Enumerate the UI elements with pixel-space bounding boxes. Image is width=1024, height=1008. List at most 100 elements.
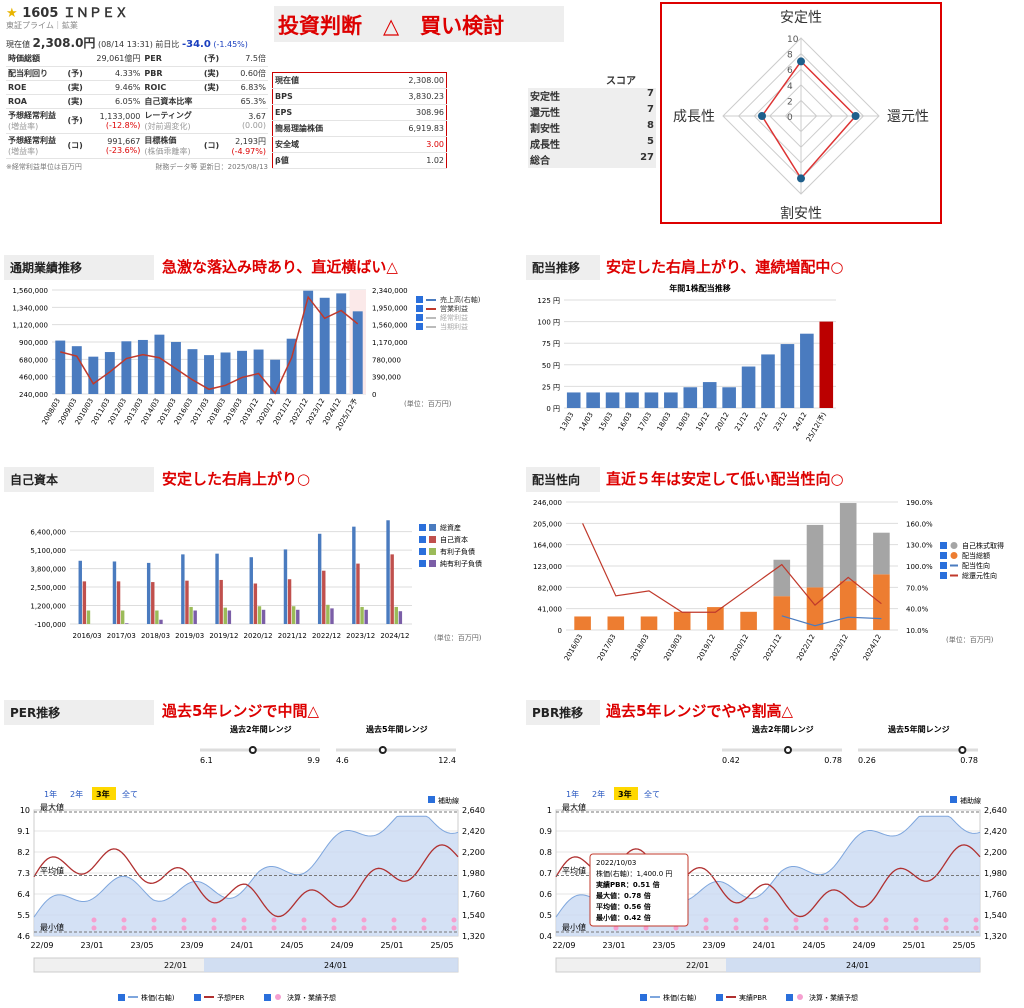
legend-swatch — [429, 536, 436, 543]
legend-checkbox — [416, 314, 423, 321]
metric-row: 予想経常利益 (増益率) (予) 1,133,000 (-12.8%) レーティング (対前… — [6, 108, 268, 134]
y2-tick: 2,640 — [984, 806, 1007, 815]
dividend-chart: 年間1株配当推移 125 円 100 円 75 円 50 円 25 円 0 円13/03 14… — [537, 283, 836, 442]
earnings-marker — [733, 925, 739, 931]
period-tab[interactable]: 1年 — [44, 789, 57, 799]
aux-checkbox[interactable] — [428, 796, 435, 803]
equity-bar — [261, 609, 266, 624]
dividend-total-bar — [574, 616, 591, 630]
performance-chart: 1,560,000 1,340,000 1,120,000 900,000 680,00… — [12, 287, 480, 432]
y2-tick: 1,540 — [462, 911, 485, 920]
equity-bar — [227, 610, 232, 624]
period-tab[interactable]: 3年 — [618, 789, 632, 799]
chart-title: 年間1株配当推移 — [669, 283, 731, 293]
valuation-value: 6,919.83 — [371, 120, 447, 137]
y-tick: 100 円 — [537, 319, 560, 327]
range-min: 0.26 — [858, 756, 876, 765]
dividend-bar — [780, 344, 795, 408]
metric-value: 1,133,000 (-12.8%) — [87, 108, 143, 134]
legend-checkbox[interactable] — [716, 994, 723, 1001]
y-tick: 50 円 — [542, 362, 560, 370]
unit-label: (単位：百万円) — [404, 399, 452, 408]
radar-point — [797, 174, 805, 183]
equity-bar — [253, 583, 258, 624]
y2-tick: 1,760 — [462, 890, 485, 899]
pbr-chart: 過去2年間レンジ 0.42 0.78 過去5年間レンジ 0.26 0.78 1年 2年 3年 全て… — [539, 724, 1007, 1002]
x-tick: 22/09 — [552, 941, 575, 950]
navigator-window[interactable] — [726, 958, 980, 972]
equity-bar — [296, 609, 300, 624]
metric-value: 29,061億円 — [87, 52, 143, 67]
revenue-bar — [204, 355, 214, 394]
range-label: 過去5年間レンジ — [365, 724, 428, 734]
x-tick: 2021/12 — [762, 633, 783, 662]
period-tab[interactable]: 3年 — [96, 789, 110, 799]
x-tick: 16/03 — [617, 411, 634, 432]
equity-bar — [249, 557, 253, 624]
legend-checkbox[interactable] — [264, 994, 271, 1001]
earnings-marker — [823, 925, 829, 931]
earnings-marker — [181, 925, 187, 931]
legend-checkbox — [419, 524, 426, 531]
x-tick: 25/05 — [952, 941, 975, 950]
period-tab[interactable]: 2年 — [592, 789, 605, 799]
metric-label: レーティング (対前週変化) — [142, 108, 202, 134]
legend-checkbox[interactable] — [640, 994, 647, 1001]
revenue-bar — [336, 293, 347, 394]
equity-bar — [82, 581, 87, 624]
x-tick: 2023/12 — [828, 633, 849, 662]
period-tab[interactable]: 全て — [122, 789, 138, 799]
y-tick: 5.5 — [17, 911, 30, 920]
metric-label: 自己資本比率 — [142, 94, 202, 109]
payout-section-title: 配当性向 — [526, 467, 600, 492]
y2-tick: 390,000 — [372, 374, 401, 382]
y2-tick: 70.0% — [906, 584, 929, 592]
y-tick: 4.6 — [17, 932, 30, 941]
aux-checkbox[interactable] — [950, 796, 957, 803]
dividend-bar — [664, 392, 678, 408]
pbr-section-title: PBR推移 — [526, 700, 600, 725]
earnings-marker — [301, 917, 307, 923]
x-tick: 2019/03 — [175, 632, 204, 640]
range-max: 0.78 — [960, 756, 978, 765]
metric-tag: (コ) — [65, 133, 88, 159]
legend-checkbox[interactable] — [194, 994, 201, 1001]
period-tab[interactable]: 1年 — [566, 789, 579, 799]
score-label: 安定性 — [530, 92, 560, 103]
dividend-bar — [722, 387, 736, 408]
y2-tick: 1,560,000 — [372, 322, 408, 330]
y-tick: 123,000 — [533, 563, 562, 571]
earnings-marker — [241, 925, 247, 931]
x-tick: 2018/03 — [141, 632, 170, 640]
legend-checkbox[interactable] — [786, 994, 793, 1001]
equity-bar — [78, 560, 82, 624]
score-label: 還元性 — [530, 108, 560, 119]
legend-checkbox[interactable] — [118, 994, 125, 1001]
legend-label: 株価(右軸) — [141, 993, 175, 1002]
equity-bar — [394, 606, 398, 624]
earnings-marker — [241, 917, 247, 923]
legend-label: 総還元性向 — [962, 571, 997, 580]
favorite-star-icon[interactable]: ★ — [6, 6, 18, 21]
y-tick: 7.3 — [17, 869, 30, 878]
revenue-bar — [71, 346, 82, 394]
y-tick: 0.4 — [539, 932, 552, 941]
valuation-value: 308.96 — [371, 104, 447, 121]
score-value: 7 — [647, 88, 654, 99]
valuation-row: EPS 308.96 — [272, 104, 447, 121]
metric-value: 65.3% — [223, 94, 268, 109]
price-date: (08/14 13:31) — [97, 40, 153, 49]
valuation-row: BPS 3,830.23 — [272, 88, 447, 105]
y2-tick: 2,640 — [462, 806, 485, 815]
x-tick: 23/09 — [180, 941, 203, 950]
period-tab[interactable]: 2年 — [70, 789, 83, 799]
navigator-window[interactable] — [204, 958, 458, 972]
revenue-bar — [220, 352, 231, 394]
period-tab[interactable]: 全て — [644, 789, 660, 799]
earnings-marker — [391, 917, 397, 923]
legend-checkbox — [416, 296, 423, 303]
per-comment: 過去5年レンジで中間△ — [162, 702, 319, 720]
x-tick: 24/01 — [752, 941, 775, 950]
earnings-marker — [151, 925, 157, 931]
score-table: スコア 安定性 7 還元性 7 割安性 8 成長性 5 総合 27 — [528, 72, 656, 168]
